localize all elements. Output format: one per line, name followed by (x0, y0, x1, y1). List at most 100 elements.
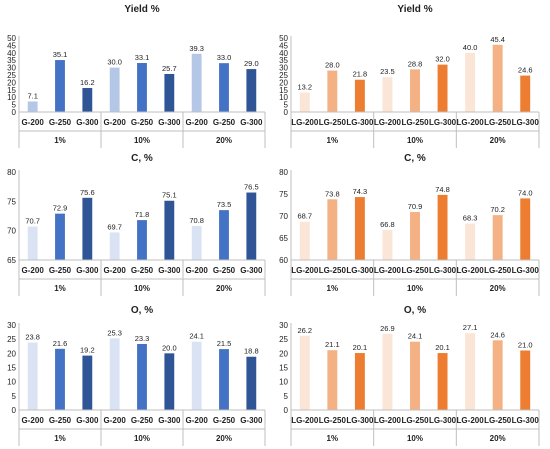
group-label: 1% (54, 284, 66, 293)
y-tick-label: 15 (279, 86, 288, 95)
x-tick-label: G-250 (49, 416, 72, 425)
bar (191, 53, 202, 112)
x-tick-label: G-200 (104, 266, 127, 275)
bar (82, 355, 93, 410)
group-label: 10% (134, 434, 150, 443)
y-tick-label: 75 (7, 197, 16, 206)
y-tick-label: 5 (12, 101, 17, 110)
data-label: 28.8 (408, 59, 423, 68)
y-tick-label: 20 (279, 78, 288, 87)
x-tick-label: LG-250 (319, 118, 347, 127)
bar (382, 230, 393, 260)
data-label: 70.9 (408, 202, 423, 211)
group-label: 10% (134, 284, 150, 293)
y-tick-label: 70 (279, 212, 288, 221)
x-tick-label: LG-200 (291, 416, 319, 425)
group-label: 20% (490, 136, 506, 145)
chart-title: O, % (404, 305, 426, 316)
x-tick-label: LG-250 (401, 416, 429, 425)
data-label: 73.5 (217, 200, 232, 209)
data-label: 29.0 (244, 59, 259, 68)
group-label: 20% (216, 136, 232, 145)
bar (299, 221, 310, 260)
y-tick-label: 30 (279, 64, 288, 73)
data-label: 20.1 (353, 343, 368, 352)
data-label: 27.1 (463, 323, 478, 332)
y-tick-label: 20 (7, 349, 16, 358)
bar (219, 349, 229, 410)
y-tick-label: 10 (279, 93, 288, 102)
bar (465, 223, 476, 260)
data-label: 74.3 (353, 187, 368, 196)
x-tick-label: LG-200 (457, 118, 485, 127)
data-label: 13.2 (297, 82, 312, 91)
x-tick-label: G-300 (158, 416, 181, 425)
bar (410, 212, 420, 260)
data-label: 66.8 (380, 220, 395, 229)
x-tick-label: LG-200 (457, 266, 485, 275)
group-label: 1% (327, 284, 339, 293)
group-label: 20% (490, 284, 506, 293)
data-label: 24.1 (189, 332, 204, 341)
group-label: 10% (407, 284, 423, 293)
bar (55, 213, 65, 260)
bar (465, 333, 476, 410)
bar (27, 101, 38, 112)
y-tick-label: 40 (7, 49, 16, 58)
data-label: 26.9 (380, 324, 395, 333)
y-tick-label: 25 (7, 71, 16, 80)
bar (354, 197, 365, 260)
y-tick-label: 0 (12, 108, 17, 117)
y-tick-label: 40 (279, 49, 288, 58)
bar (492, 215, 503, 260)
x-tick-label: G-200 (104, 118, 127, 127)
bar (492, 340, 503, 410)
data-label: 72.9 (53, 204, 68, 213)
x-tick-label: LG-200 (457, 416, 485, 425)
group-label: 20% (490, 434, 506, 443)
y-tick-label: 75 (279, 190, 288, 199)
data-label: 23.8 (25, 333, 40, 342)
data-label: 30.0 (107, 58, 122, 67)
y-tick-label: 15 (7, 86, 16, 95)
x-tick-label: LG-250 (319, 416, 347, 425)
data-label: 45.4 (490, 35, 505, 44)
x-tick-label: G-300 (158, 118, 181, 127)
bar (109, 67, 120, 112)
bar (327, 70, 338, 112)
y-tick-label: 25 (279, 335, 288, 344)
data-label: 7.1 (27, 91, 37, 100)
x-tick-label: G-250 (213, 118, 236, 127)
y-tick-label: 5 (284, 101, 289, 110)
y-tick-label: 10 (7, 378, 16, 387)
bar (520, 75, 531, 112)
x-tick-label: LG-300 (346, 118, 374, 127)
x-tick-label: G-200 (22, 118, 45, 127)
data-label: 20.0 (162, 343, 177, 352)
x-tick-label: G-200 (186, 416, 209, 425)
y-tick-label: 45 (7, 41, 16, 50)
x-tick-label: G-200 (22, 266, 45, 275)
data-label: 32.0 (435, 55, 450, 64)
x-tick-label: LG-250 (401, 118, 429, 127)
x-tick-label: G-250 (49, 118, 72, 127)
bar (410, 341, 420, 410)
x-tick-label: LG-300 (346, 266, 374, 275)
chart-panel-6: O, % 0 5 10 15 20 25 30 26.2 21.1 20.1 26.9 24.1 20.1… (279, 305, 540, 446)
x-tick-label: LG-300 (512, 118, 540, 127)
bar (82, 88, 93, 112)
y-tick-label: 30 (7, 64, 16, 73)
x-tick-label: LG-250 (319, 266, 347, 275)
data-label: 21.5 (217, 339, 232, 348)
chart-panel-3: C, % 65 70 75 80 70.7 72.9 75.6 69.7 71.8 75.1 70.8… (7, 153, 266, 296)
x-tick-label: G-300 (240, 416, 263, 425)
x-tick-label: G-250 (131, 266, 154, 275)
bar (109, 338, 120, 410)
bar (354, 353, 365, 410)
data-label: 28.0 (325, 61, 340, 70)
bar (354, 79, 365, 112)
data-label: 18.8 (244, 347, 259, 356)
x-tick-label: G-200 (186, 118, 209, 127)
data-label: 33.0 (217, 53, 232, 62)
